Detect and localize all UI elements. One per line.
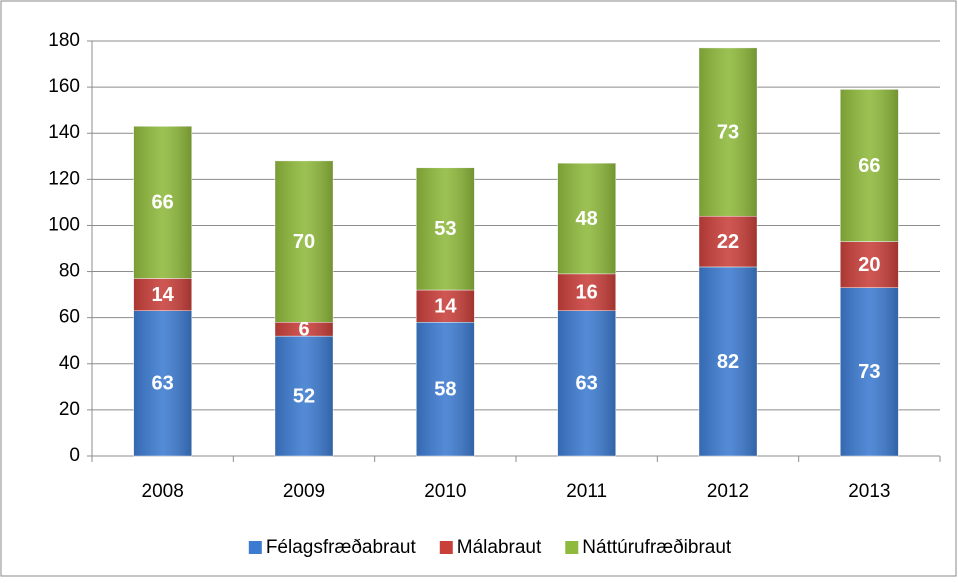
y-tick-label: 140 <box>48 122 80 143</box>
y-tick-label: 0 <box>69 445 80 466</box>
bar-shade <box>275 336 333 456</box>
data-label: 14 <box>152 284 175 306</box>
bar-shade <box>133 310 192 456</box>
bar-shade <box>699 266 757 456</box>
legend-swatch <box>248 541 262 554</box>
data-label: 63 <box>152 373 174 395</box>
data-label: 70 <box>293 231 315 253</box>
data-label: 53 <box>434 218 456 240</box>
bar-shade <box>840 89 899 242</box>
bar-shade <box>557 273 616 311</box>
x-tick-label: 2011 <box>566 481 607 502</box>
y-tick-label: 180 <box>48 30 80 51</box>
data-label: 14 <box>434 295 457 317</box>
data-label: 16 <box>576 282 598 304</box>
legend-swatch <box>565 541 579 554</box>
legend-label: Málabraut <box>457 537 542 558</box>
bar-shade <box>699 216 757 267</box>
data-label: 22 <box>717 231 739 253</box>
bar-shade <box>557 163 616 274</box>
y-tick-label: 80 <box>59 261 80 282</box>
bar-shade <box>275 322 333 337</box>
x-tick-label: 2009 <box>283 481 325 502</box>
data-label: 52 <box>293 385 315 407</box>
bar-shade <box>133 278 192 311</box>
bar-shade <box>840 241 899 288</box>
x-tick-label: 2013 <box>848 481 890 502</box>
data-label: 6 <box>298 318 309 340</box>
data-label: 73 <box>717 121 739 143</box>
y-tick-label: 20 <box>59 399 80 420</box>
data-label: 73 <box>858 361 880 383</box>
bar-shade <box>840 287 899 456</box>
legend-label: Félagsfræðabraut <box>266 537 417 558</box>
data-label: 66 <box>858 155 880 177</box>
x-tick-label: 2010 <box>424 481 466 502</box>
bar-shade <box>416 290 475 323</box>
bar-shade <box>275 160 333 323</box>
x-tick-label: 2012 <box>707 481 749 502</box>
y-tick-label: 120 <box>48 168 80 189</box>
data-label: 82 <box>717 351 739 373</box>
data-label: 20 <box>858 254 880 276</box>
bar-shade <box>133 126 192 279</box>
y-tick-label: 100 <box>48 214 80 235</box>
legend-label: Náttúrufræðibraut <box>582 537 732 558</box>
y-tick-label: 60 <box>59 307 80 328</box>
data-label: 58 <box>434 378 456 400</box>
bar-shade <box>699 47 757 217</box>
data-label: 63 <box>576 373 598 395</box>
y-tick-label: 40 <box>59 353 80 374</box>
data-label: 66 <box>152 192 174 214</box>
data-label: 48 <box>576 208 598 230</box>
x-tick-label: 2008 <box>142 481 184 502</box>
legend-swatch <box>439 541 453 554</box>
bar-shade <box>557 310 616 456</box>
y-tick-label: 160 <box>48 76 80 97</box>
bar-shade <box>416 167 475 290</box>
bar-shade <box>416 322 475 456</box>
